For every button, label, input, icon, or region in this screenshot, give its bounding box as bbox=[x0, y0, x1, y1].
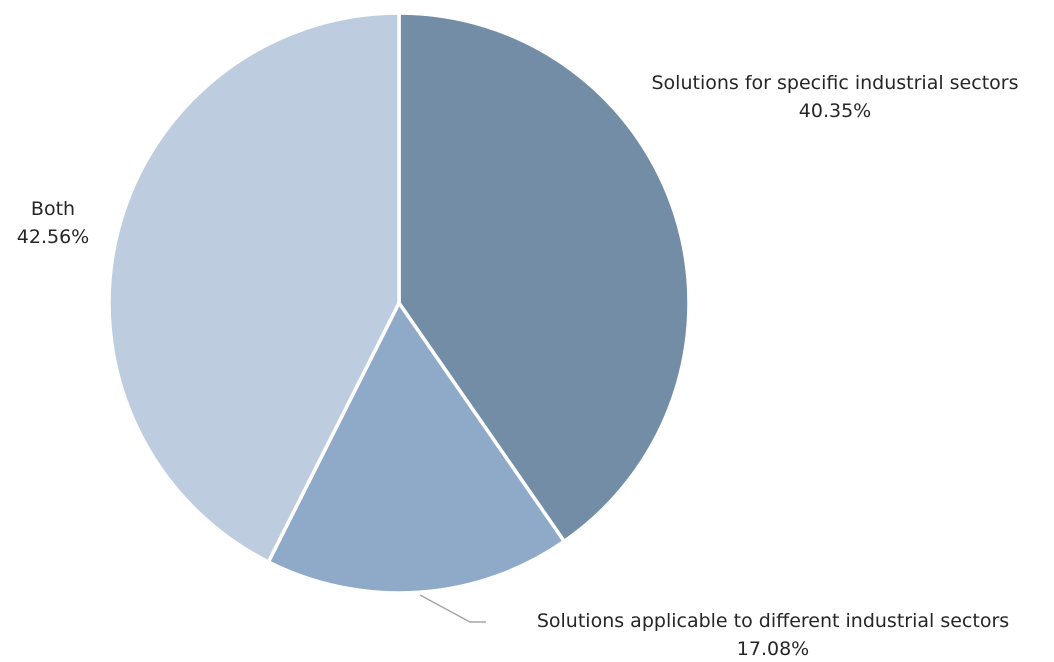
slice-labels: Solutions for specific industrial sector… bbox=[17, 72, 1019, 660]
leader-lines bbox=[419, 594, 486, 623]
leader-line-2 bbox=[419, 594, 486, 623]
slice-label-value-3: 42.56% bbox=[17, 226, 89, 248]
slice-label-value-2: 17.08% bbox=[737, 638, 809, 660]
pie-slice-2 bbox=[266, 301, 566, 595]
pie-slice-1 bbox=[397, 11, 691, 544]
slice-label-name-3: Both bbox=[31, 198, 75, 220]
slice-label-name-1: Solutions for specific industrial sector… bbox=[652, 72, 1019, 94]
pie-slices bbox=[107, 11, 691, 595]
slice-label-name-2: Solutions applicable to different indust… bbox=[537, 610, 1009, 632]
slice-label-value-1: 40.35% bbox=[799, 100, 871, 122]
pie-slice-3 bbox=[107, 11, 401, 564]
